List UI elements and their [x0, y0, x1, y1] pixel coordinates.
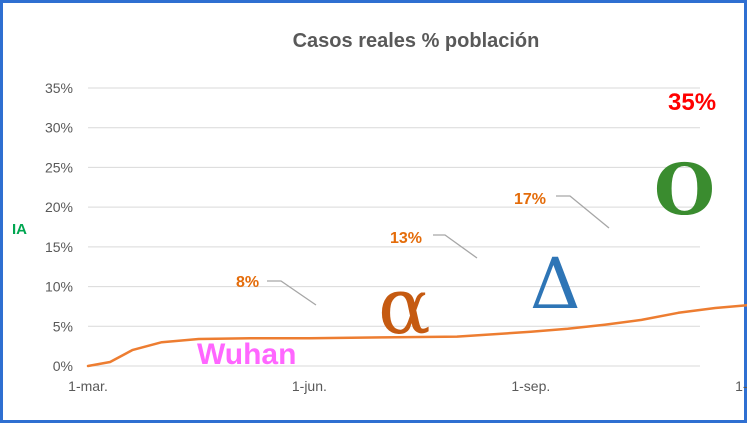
leader-line-8: [267, 280, 317, 306]
annotation-8-percent: 8%: [236, 274, 259, 291]
annotation-13-percent: 13%: [390, 230, 422, 247]
annotation-17-percent: 17%: [514, 191, 546, 208]
y-tick-label: 15%: [45, 239, 73, 255]
annotation-35-percent: 35%: [668, 89, 716, 116]
wuhan-label: Wuhan: [197, 338, 296, 371]
omicron-variant-symbol: O: [654, 148, 715, 231]
y-tick-label: 25%: [45, 159, 73, 175]
x-tick-label: 1-dic.: [735, 378, 747, 394]
x-tick-label: 1-sep.: [511, 378, 550, 394]
x-tick-labels: 1-mar.1-jun.1-sep.1-dic.1-mar.1-jun.1-se…: [68, 378, 747, 394]
series-group: [86, 303, 747, 368]
y-tick-label: 30%: [45, 120, 73, 136]
y-axis-label: IA: [12, 221, 27, 238]
x-tick-label: 1-jun.: [292, 378, 327, 394]
y-tick-label: 20%: [45, 199, 73, 215]
chart-title: Casos reales % población: [293, 30, 540, 52]
leader-line-13: [433, 234, 478, 259]
x-tick-label: 1-mar.: [68, 378, 108, 394]
y-tick-label: 35%: [45, 80, 73, 96]
leader-line-17: [556, 195, 610, 229]
cases-line: [86, 303, 747, 368]
alpha-variant-symbol: α: [378, 262, 431, 352]
y-tick-label: 10%: [45, 279, 73, 295]
delta-variant-symbol: Δ: [530, 243, 581, 325]
y-tick-label: 0%: [53, 358, 73, 374]
y-tick-label: 5%: [53, 318, 73, 334]
y-tick-labels: 0% 5% 10% 15% 20% 25% 30% 35%: [45, 80, 73, 374]
